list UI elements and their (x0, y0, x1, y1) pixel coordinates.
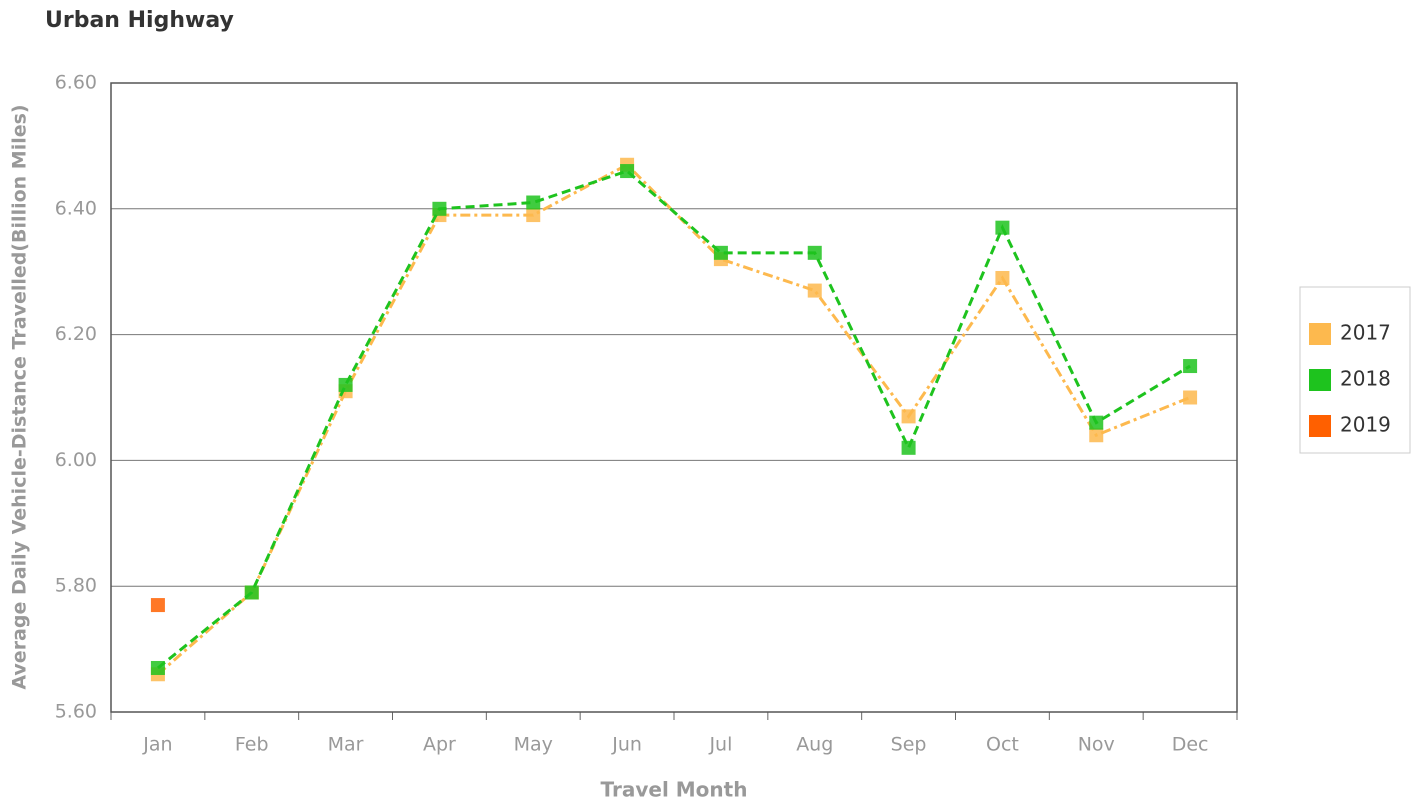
y-tick-label: 6.40 (55, 197, 97, 219)
y-tick-label: 6.20 (55, 323, 97, 345)
x-tick-label: Jan (142, 734, 172, 756)
legend-swatch (1309, 369, 1331, 391)
point-marker (526, 208, 541, 223)
x-tick-label: Nov (1078, 734, 1115, 756)
point-marker (338, 377, 353, 392)
point-marker (713, 245, 728, 260)
point-marker (995, 270, 1010, 285)
x-tick-label: Feb (235, 734, 269, 756)
x-tick-label: May (514, 734, 553, 756)
legend-label: 2019 (1340, 413, 1391, 437)
chart-title: Urban Highway (45, 8, 234, 33)
x-tick-label: Apr (423, 734, 456, 756)
x-tick-label: Oct (986, 734, 1019, 756)
y-tick-label: 5.60 (55, 701, 97, 723)
point-marker (150, 598, 165, 613)
x-tick-label: Aug (796, 734, 833, 756)
point-marker (901, 409, 916, 424)
point-marker (620, 164, 635, 179)
y-axis-title: Average Daily Vehicle-Distance Travelled… (9, 104, 31, 689)
series-line (156, 162, 1191, 676)
x-tick-label: Mar (328, 734, 364, 756)
x-tick-label: Jun (611, 734, 642, 756)
y-tick-label: 6.60 (55, 72, 97, 94)
y-tick-label: 5.80 (55, 575, 97, 597)
point-marker (1183, 390, 1198, 405)
legend-label: 2018 (1340, 367, 1391, 391)
x-tick-label: Dec (1172, 734, 1209, 756)
series-line (156, 169, 1191, 670)
legend-swatch (1309, 323, 1331, 345)
point-marker (244, 585, 259, 600)
point-marker (807, 283, 822, 298)
point-marker (1089, 428, 1104, 443)
plot-frame (110, 82, 1238, 713)
point-marker (995, 220, 1010, 235)
point-marker (526, 195, 541, 210)
point-marker (807, 245, 822, 260)
point-marker (901, 440, 916, 455)
x-tick-label: Jul (708, 734, 732, 756)
point-marker (1183, 359, 1198, 374)
y-tick-label: 6.00 (55, 449, 97, 471)
x-tick-label: Sep (891, 734, 927, 756)
legend-swatch (1309, 415, 1331, 437)
point-marker (432, 201, 447, 216)
point-marker (1089, 415, 1104, 430)
legend-label: 2017 (1340, 321, 1391, 345)
point-marker (150, 660, 165, 675)
x-axis-title: Travel Month (601, 778, 748, 802)
